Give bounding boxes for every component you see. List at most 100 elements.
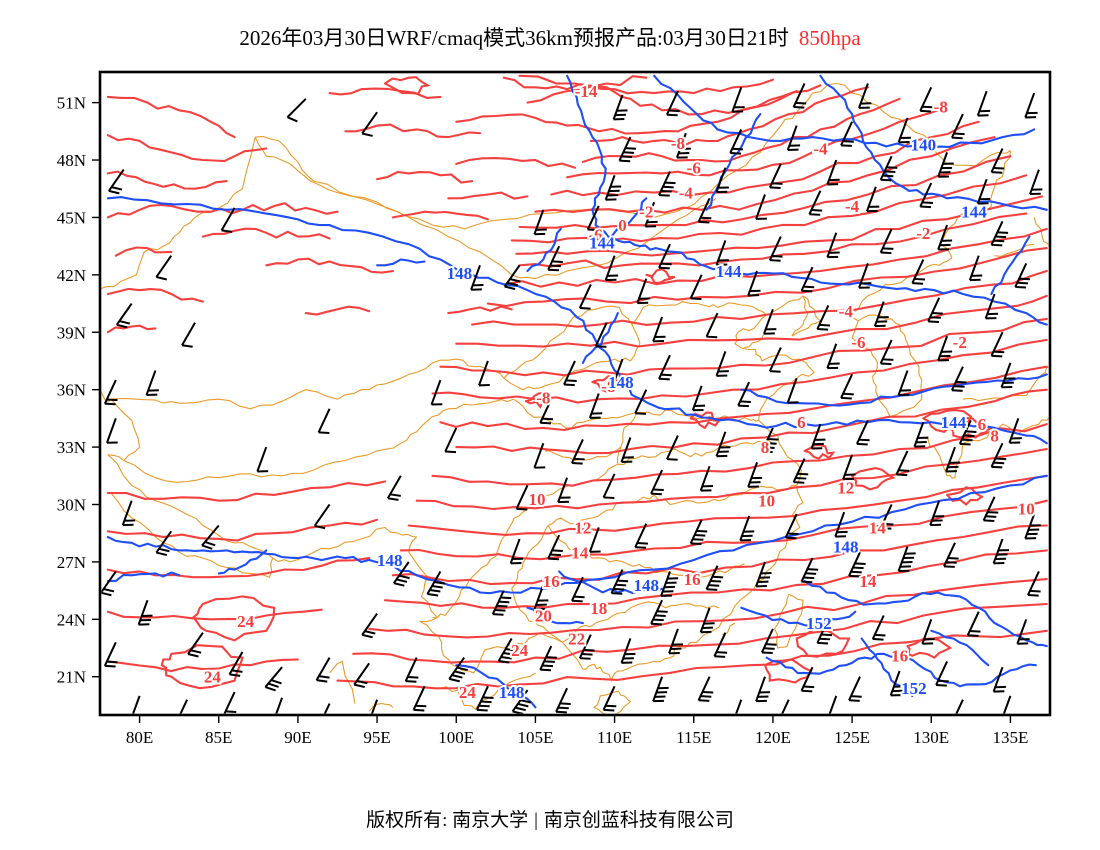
wind-barb (315, 657, 331, 683)
wind-barb-full (478, 704, 490, 708)
wind-barb-shaft (652, 316, 664, 342)
wind-barb (897, 370, 911, 396)
wind-barb-shaft (699, 607, 711, 633)
wind-barb (990, 331, 1005, 358)
footer-copyright: 版权所有: 南京大学 | 南京创蓝科技有限公司 (0, 805, 1100, 832)
wind-barb-full (880, 362, 892, 366)
wind-barb (913, 421, 929, 448)
wind-barb (935, 660, 949, 687)
wind-barb-full (716, 651, 728, 654)
wind-barb (602, 685, 617, 712)
wind-barb-full (356, 679, 368, 685)
wind-barb-shaft (826, 159, 838, 185)
wind-barb-full (662, 185, 674, 189)
wind-barb-full (583, 648, 595, 652)
x-axis-label: 110E (597, 728, 632, 747)
wind-barb (816, 618, 833, 645)
wind-barb-shaft (873, 301, 885, 327)
wind-barb (943, 542, 959, 568)
wind-barb-full (119, 320, 131, 325)
wind-barb-full (898, 469, 910, 472)
wind-barb (966, 611, 981, 637)
isotherm-label: -2 (916, 224, 930, 243)
wind-barb-shaft (404, 657, 418, 682)
wind-barb-full (848, 699, 860, 702)
wind-barb-full (361, 633, 373, 639)
wind-barb-full (579, 306, 591, 310)
wind-barb-shaft (539, 645, 553, 671)
wind-barb-full (765, 643, 777, 646)
wind-barb-full (801, 689, 813, 693)
wind-barb-full (546, 656, 557, 659)
isohypse-label-halo: 144 (941, 413, 967, 432)
wind-barb-full (498, 600, 510, 604)
wind-barb (313, 503, 331, 530)
isotherm-label-halo: 8 (990, 427, 999, 446)
map-frame (98, 70, 1052, 717)
wind-barb-full (896, 473, 908, 477)
wind-barb (735, 699, 743, 714)
x-axis-label: 130E (913, 728, 949, 747)
isohypse-label: 144 (941, 413, 967, 432)
wind-barb (810, 423, 826, 450)
wind-barb-full (613, 587, 625, 591)
wind-barb (856, 419, 870, 446)
isotherm-path (851, 467, 896, 491)
wind-barb-shaft (511, 689, 529, 712)
wind-barb (715, 240, 729, 266)
isotherm-label-halo: -4 (813, 140, 828, 159)
wind-barb (666, 435, 679, 461)
isotherm-path (431, 423, 1048, 487)
wind-barb-shaft (650, 469, 663, 495)
wind-barb-shaft (353, 662, 370, 686)
isotherm-label: 16 (684, 570, 701, 589)
wind-barb-full (658, 377, 670, 381)
wind-barb-shaft (982, 496, 996, 521)
x-axis-label: 100E (438, 728, 474, 747)
isotherm-label: 24 (459, 683, 477, 702)
wind-barb-full (603, 496, 615, 500)
wind-barb-full (761, 450, 773, 454)
isotherm-path (106, 324, 157, 334)
wind-barb (739, 515, 755, 542)
wind-barb-shaft (889, 670, 901, 696)
wind-barb-full (708, 584, 720, 587)
wind-barb-shaft (761, 427, 774, 452)
isotherm-label-halo: 8 (761, 438, 770, 457)
wind-barb-full (103, 588, 115, 593)
y-axis-label: 51N (57, 94, 86, 113)
coastline-path (111, 358, 505, 410)
isotherm-layer (106, 74, 1048, 690)
wind-barb-full (787, 532, 799, 536)
wind-barb-full (504, 285, 516, 291)
wind-barb-full (559, 702, 571, 706)
isotherm-label: 24 (237, 612, 255, 631)
wind-barb-shaft (990, 148, 1004, 173)
wind-barb-full (505, 648, 517, 652)
wind-barb-shaft (792, 83, 806, 108)
wind-barb (761, 427, 779, 454)
wind-barb-shaft (699, 465, 711, 491)
wind-barb-full (623, 151, 635, 154)
wind-barb-shaft (992, 666, 1004, 692)
wind-barb-full (287, 116, 298, 123)
wind-barb-shaft (879, 339, 893, 364)
wind-barb (650, 469, 664, 496)
wind-barb-shaft (976, 178, 988, 204)
wind-barb-shaft (563, 360, 576, 385)
wind-barb-shaft (800, 666, 814, 692)
wind-barb-shaft (533, 209, 545, 235)
wind-barb-full (880, 178, 892, 182)
isotherm-label-halo: -2 (916, 224, 930, 243)
wind-barb-full (509, 278, 521, 283)
isotherm-label: 10 (758, 492, 775, 511)
isohypse-path (106, 535, 418, 577)
coastline-path (796, 82, 1011, 167)
isohypse-label: 152 (901, 679, 927, 698)
wind-barb (858, 263, 872, 289)
isohypse-label: 148 (833, 538, 859, 557)
wind-barb-full (991, 465, 1003, 469)
isohypse-path (558, 570, 664, 595)
wind-barb-full (807, 568, 819, 571)
isotherm-path (114, 246, 173, 257)
